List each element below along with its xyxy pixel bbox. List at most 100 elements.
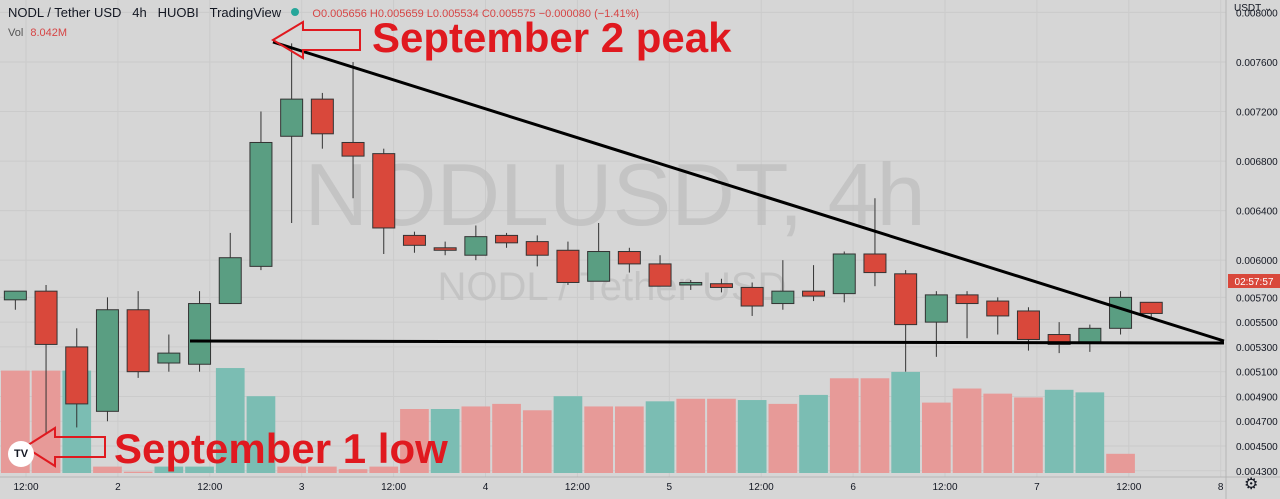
volume-bar [891, 371, 920, 473]
volume-legend: Vol 8.042M [8, 27, 67, 39]
candle [587, 223, 611, 282]
volume-bar [584, 406, 613, 473]
interval[interactable]: 4h [132, 5, 147, 20]
volume-bar [1075, 392, 1105, 473]
volume-bar [737, 400, 767, 473]
candle [433, 241, 457, 256]
candle-body [310, 98, 334, 135]
candle-body [740, 286, 764, 307]
volume-bar [676, 398, 706, 473]
ohlc-values: O0.005656 H0.005659 L0.005534 C0.005575 … [312, 8, 640, 20]
volume-bar [185, 466, 214, 473]
symbol-name[interactable]: NODL / Tether USD [8, 5, 122, 20]
volume-bar [799, 394, 828, 473]
candle-body [249, 141, 273, 267]
time-tick-label: 12:00 [565, 482, 590, 493]
watermark: NODLUSDT, 4h NODL / Tether USD [304, 145, 925, 309]
watermark-name: NODL / Tether USD [437, 265, 786, 309]
candle-body [832, 253, 856, 295]
volume-label: Vol [8, 27, 24, 39]
low-label: September 1 low [114, 425, 448, 472]
volume-bar [338, 469, 368, 473]
candle [894, 270, 918, 372]
volume-bar [860, 378, 890, 473]
time-tick-label: 12:00 [381, 482, 406, 493]
candle [402, 231, 426, 253]
candle-body [280, 98, 304, 137]
candle [65, 328, 89, 428]
volume-bar [1106, 453, 1135, 473]
chevron-down-icon: ⌄ [1263, 3, 1273, 14]
candle-body [709, 283, 733, 288]
candle-body [1078, 327, 1102, 343]
price-tick-label: 0.008000 [1236, 8, 1278, 19]
currency-menu[interactable]: USDT ⌄ [1234, 3, 1272, 14]
time-tick-label: 12:00 [197, 482, 222, 493]
price-tick-label: 0.004300 [1236, 467, 1278, 478]
time-tick-label: 2 [115, 482, 121, 493]
volume-bar [400, 409, 429, 473]
candle-body [157, 352, 181, 364]
gear-icon[interactable]: ⚙ [1244, 476, 1259, 493]
candle [832, 251, 856, 303]
current-price-badge: 02:57:57 [1228, 274, 1280, 288]
support-line [189, 339, 1225, 345]
price-tick-label: 0.005500 [1236, 318, 1278, 329]
volume-bar [707, 398, 736, 473]
candle [648, 255, 672, 287]
volume-bar [369, 466, 399, 473]
time-tick-label: 12:00 [932, 482, 957, 493]
candle-body [1016, 310, 1040, 340]
price-tick-label: 0.005100 [1236, 368, 1278, 379]
candle-body [464, 236, 488, 256]
volume-bars [1, 368, 1135, 473]
price-tick-label: 0.005700 [1236, 293, 1278, 304]
candle-body [525, 241, 549, 256]
volume-bar [645, 401, 675, 473]
volume-bar [1014, 397, 1043, 473]
descending-trendline [272, 40, 1225, 343]
tradingview-logo-icon: TV [8, 441, 34, 467]
candle-body [402, 234, 426, 246]
time-tick-label: 8 [1218, 482, 1224, 493]
volume-bar [277, 466, 306, 473]
candle [525, 235, 549, 267]
chart-header: NODL / Tether USD 4h HUOBI TradingView O… [8, 5, 639, 20]
candle [740, 282, 764, 316]
volume-bar [492, 403, 521, 473]
candle-body [679, 281, 703, 286]
candle-body [65, 346, 89, 405]
candle [188, 291, 212, 372]
time-tick-label: 12:00 [13, 482, 38, 493]
candle-body [218, 257, 242, 305]
candle-body [34, 290, 58, 345]
candle-body [863, 253, 887, 274]
candle [34, 284, 58, 434]
volume-bar [123, 471, 153, 473]
price-tick-label: 0.004900 [1236, 392, 1278, 403]
candle [1078, 324, 1102, 352]
candle-body [188, 303, 212, 365]
time-tick-label: 12:00 [749, 482, 774, 493]
low-arrow [23, 426, 106, 468]
currency-label[interactable]: USDT [1234, 3, 1262, 14]
candle [310, 92, 334, 149]
candle-body [433, 247, 457, 251]
annotations: September 2 peak September 1 low [23, 14, 732, 472]
volume-bar [461, 406, 491, 473]
candlesticks [3, 43, 1163, 434]
candle [464, 225, 488, 261]
candle [218, 232, 242, 305]
volume-bar [952, 388, 982, 473]
price-axis[interactable]: 0.008000 0.007600 0.007200 0.006800 0.006400… [1236, 8, 1278, 477]
volume-bar [430, 409, 460, 473]
watermark-symbol: NODLUSDT, 4h [304, 145, 925, 244]
time-tick-label: 7 [1034, 482, 1040, 493]
time-axis[interactable]: 12:00 2 12:00 3 12:00 4 12:00 5 12:00 6 12:00 7 12:0… [13, 482, 1223, 493]
price-tick-label: 0.004700 [1236, 417, 1278, 428]
candle [280, 43, 304, 224]
market-status-icon [290, 8, 299, 16]
candle-body [617, 251, 641, 265]
price-tick-label: 0.007200 [1236, 108, 1278, 119]
